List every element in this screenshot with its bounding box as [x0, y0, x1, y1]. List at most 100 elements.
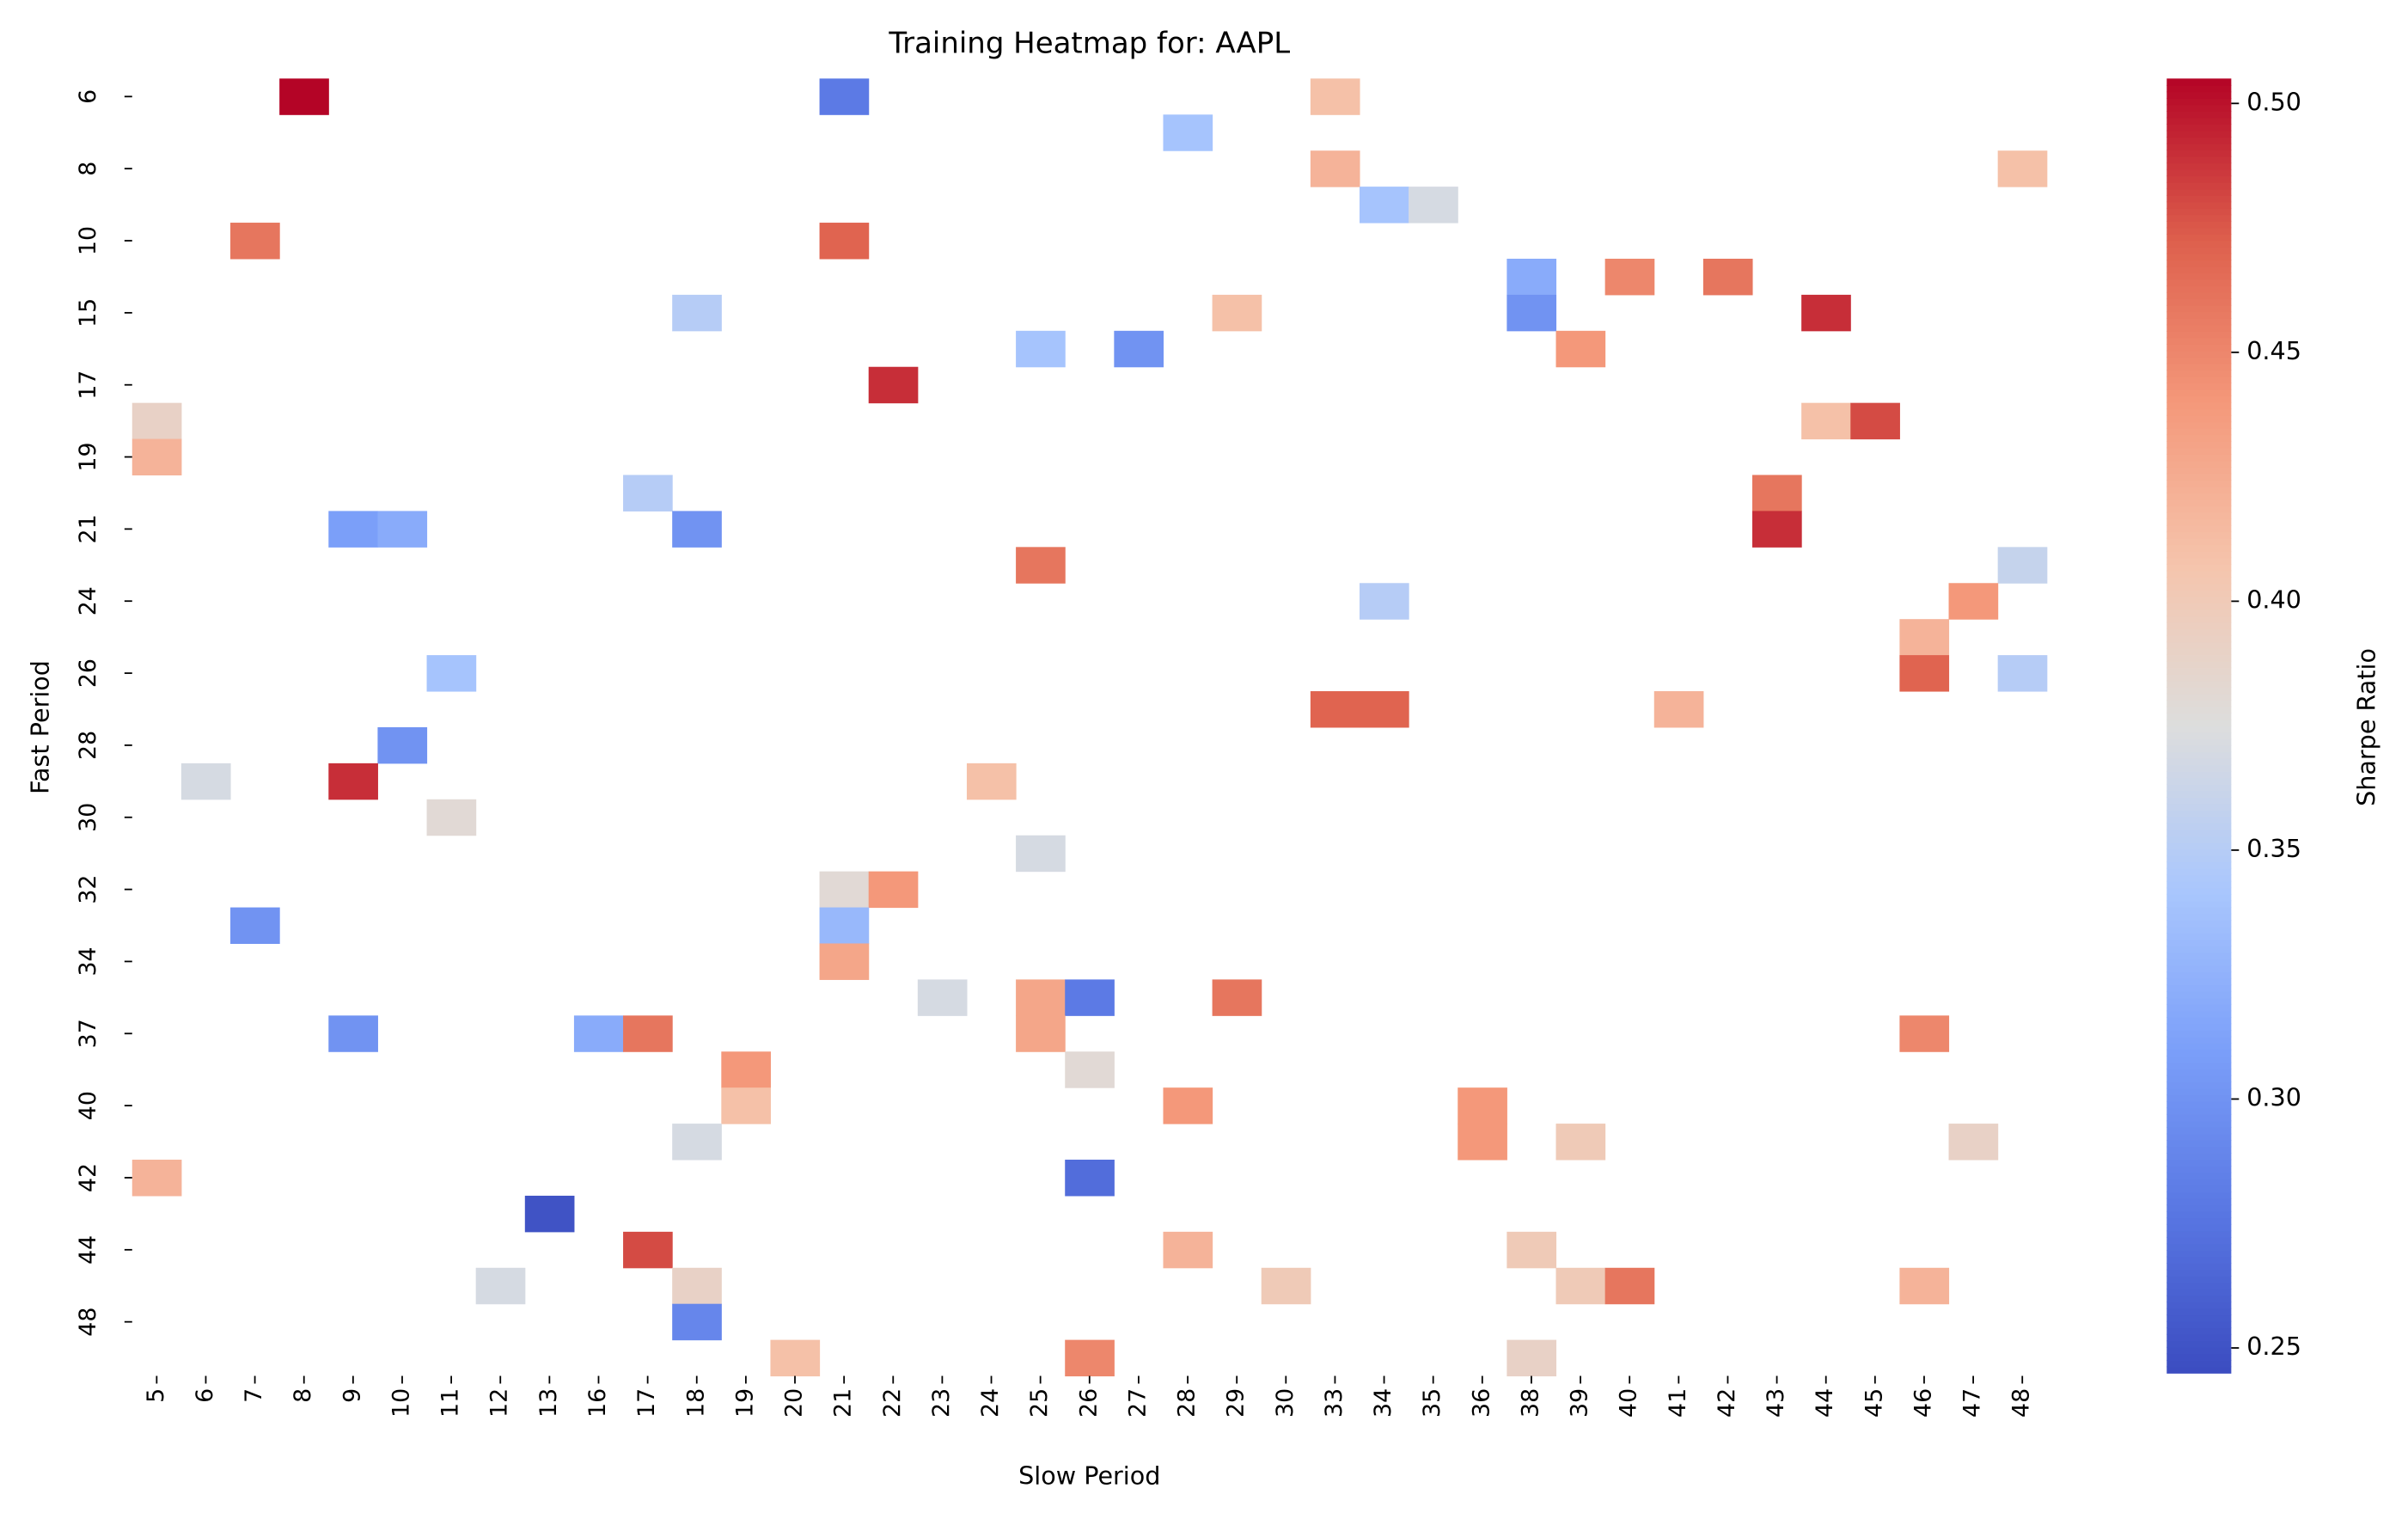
colorbar-segment [2167, 590, 2232, 597]
heatmap-cell [1065, 979, 1115, 1016]
colorbar-segment [2167, 836, 2232, 843]
colorbar-segment [2167, 971, 2232, 979]
heatmap-cell [1899, 655, 1950, 692]
colorbar-segment [2167, 285, 2232, 293]
y-tick-label: 10 [75, 226, 101, 255]
colorbar-segment [2167, 1217, 2232, 1225]
chart-title: Training Heatmap for: AAPL [888, 27, 1290, 61]
heatmap-cell [672, 1303, 722, 1341]
heatmap-cell [672, 294, 722, 332]
colorbar-segment [2167, 97, 2232, 106]
colorbar-segment [2167, 279, 2232, 287]
heatmap-cell [966, 763, 1017, 800]
x-tick-label: 44 [1812, 1388, 1838, 1418]
colorbar-segment [2167, 770, 2232, 779]
heatmap-cell [1016, 547, 1066, 584]
colorbar-segment [2167, 1029, 2232, 1038]
colorbar-segment [2167, 395, 2232, 403]
colorbar-segment [2167, 654, 2232, 662]
colorbar-segment [2167, 544, 2232, 552]
x-tick-label: 7 [241, 1388, 267, 1403]
colorbar-segment [2167, 1139, 2232, 1148]
x-tick-label: 19 [731, 1388, 758, 1418]
heatmap-cell [377, 726, 428, 764]
colorbar-segment [2167, 110, 2232, 119]
x-tick-label: 12 [486, 1388, 513, 1418]
colorbar-segment [2167, 777, 2232, 785]
colorbar-segment [2167, 829, 2232, 837]
colorbar-segment [2167, 1204, 2232, 1212]
y-tick-label: 32 [75, 875, 101, 904]
colorbar-segment [2167, 330, 2232, 339]
colorbar-segment [2167, 1166, 2232, 1173]
colorbar-segment [2167, 260, 2232, 267]
x-tick-label: 40 [1616, 1388, 1642, 1418]
colorbar-segment [2167, 1302, 2232, 1309]
x-tick-label: 20 [781, 1388, 808, 1418]
colorbar-segment [2167, 421, 2232, 429]
heatmap-cell [1948, 583, 1999, 620]
colorbar-segment [2167, 427, 2232, 436]
y-tick-label: 17 [75, 371, 101, 400]
colorbar-segment [2167, 408, 2232, 416]
colorbar-segment [2167, 370, 2232, 377]
colorbar-segment [2167, 1210, 2232, 1219]
colorbar-segment [2167, 867, 2232, 876]
colorbar-segment [2167, 1087, 2232, 1096]
colorbar-segment [2167, 965, 2232, 973]
colorbar-segment [2167, 1282, 2232, 1289]
heatmap-cell [524, 1195, 575, 1233]
colorbar-segment [2167, 1243, 2232, 1251]
heatmap-cell [819, 78, 870, 115]
colorbar-segment [2167, 324, 2232, 332]
colorbar-segment [2167, 1100, 2232, 1109]
colorbar-segment [2167, 816, 2232, 824]
y-tick-label: 19 [75, 442, 101, 471]
heatmap-cell [1653, 691, 1704, 728]
colorbar-tick-label: 0.40 [2246, 585, 2301, 614]
heatmap-cell [1899, 619, 1950, 656]
colorbar-segment [2167, 622, 2232, 630]
colorbar-segment [2167, 304, 2232, 313]
colorbar-segment [2167, 220, 2232, 229]
colorbar-segment [2167, 168, 2232, 177]
colorbar-tick-label: 0.45 [2246, 336, 2301, 365]
colorbar-segment [2167, 1262, 2232, 1271]
heatmap-cell [1507, 1231, 1557, 1269]
colorbar-segment [2167, 920, 2232, 928]
x-tick-label: 10 [388, 1388, 414, 1418]
colorbar-segment [2167, 137, 2232, 144]
colorbar-segment [2167, 628, 2232, 636]
colorbar-segment [2167, 693, 2232, 701]
colorbar-segment [2167, 434, 2232, 442]
colorbar-segment [2167, 570, 2232, 578]
x-tick-label: 30 [1272, 1388, 1299, 1418]
colorbar-segment [2167, 764, 2232, 772]
x-axis-label: Slow Period [1018, 1461, 1160, 1491]
colorbar-segment [2167, 414, 2232, 423]
heatmap-cell [721, 1051, 771, 1088]
colorbar-segment [2167, 383, 2232, 390]
colorbar-segment [2167, 738, 2232, 746]
heatmap-cell [1163, 1231, 1213, 1269]
colorbar-segment [2167, 997, 2232, 1005]
colorbar-segment [2167, 493, 2232, 500]
colorbar-segment [2167, 1062, 2232, 1070]
colorbar-segment [2167, 1223, 2232, 1232]
colorbar-segment [2167, 84, 2232, 93]
heatmap-cell [623, 1231, 673, 1269]
colorbar-segment [2167, 344, 2232, 352]
heatmap-cell [868, 366, 919, 404]
colorbar-segment [2167, 357, 2232, 364]
heatmap-cell [1752, 475, 1802, 511]
colorbar-segment [2167, 1133, 2232, 1141]
colorbar-segment [2167, 634, 2232, 643]
colorbar-segment [2167, 1159, 2232, 1167]
x-tick-label: 24 [977, 1388, 1004, 1418]
colorbar-segment [2167, 1023, 2232, 1031]
colorbar-segment [2167, 240, 2232, 248]
colorbar-segment [2167, 713, 2232, 720]
colorbar-segment [2167, 893, 2232, 902]
heatmap-cell [131, 1160, 182, 1197]
